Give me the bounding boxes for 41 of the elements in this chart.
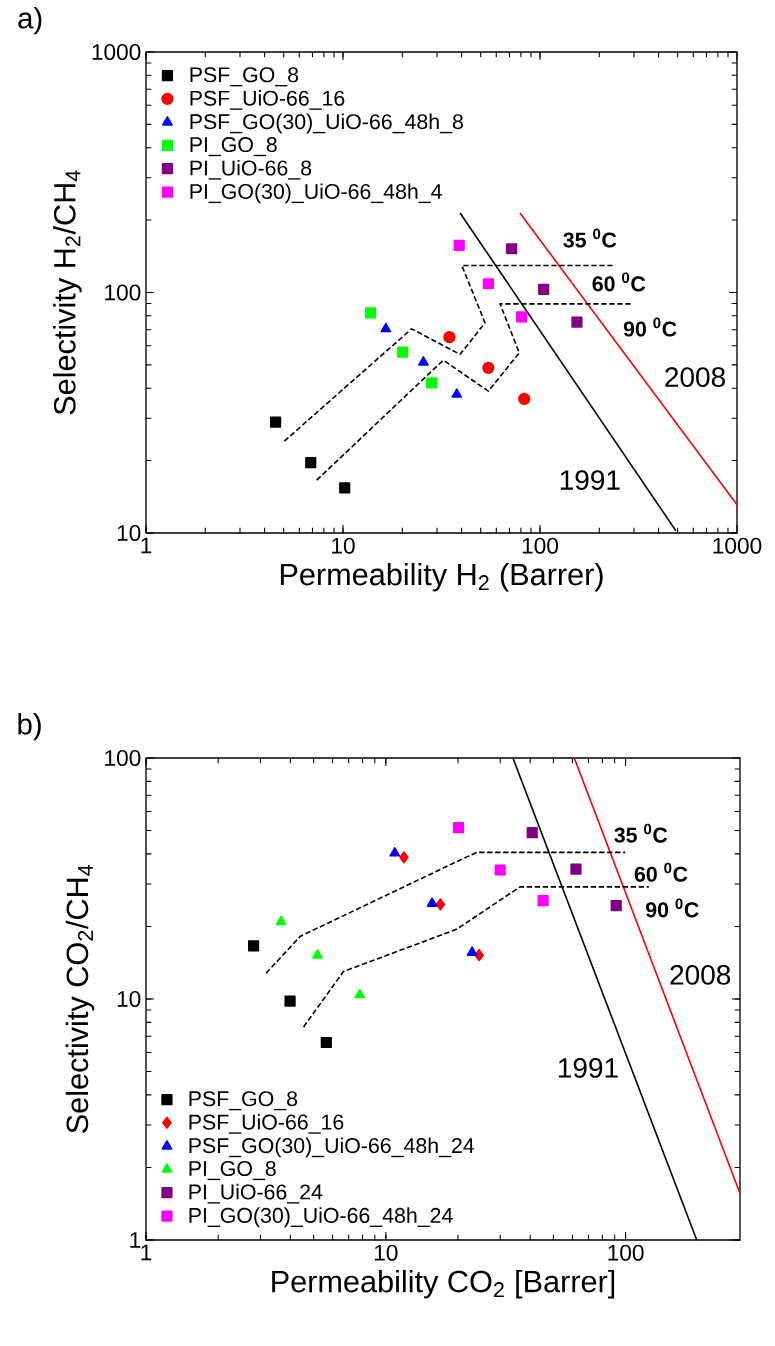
annotation: 2008 <box>665 367 725 388</box>
y-tick-label: 10 <box>117 524 141 542</box>
annotation: 2008 <box>670 964 731 985</box>
y-axis-title: Selectivity H$_{2}$/CH$_{4}$ <box>53 170 82 415</box>
y-axis-title: Selectivity CO$_{2}$/CH$_{4}$ <box>65 864 95 1133</box>
legend-label: PI_GO(30)_UiO-66_48h_4 <box>190 183 442 204</box>
y-tick-label: 100 <box>105 284 141 301</box>
annotation: 35 $^{0}$C <box>614 823 668 843</box>
text: a) <box>18 7 42 35</box>
legend-label: PSF_GO(30)_UiO-66_48h_8 <box>190 113 463 134</box>
x-axis-title: Permeability CO$_{2}$ [Barrer] <box>272 1269 615 1299</box>
x-tick-label: 1 <box>141 1244 152 1261</box>
legend-label: PI_UiO-66_24 <box>189 1183 323 1204</box>
x-tick-label: 1000 <box>713 537 762 554</box>
x-tick-label: 10 <box>374 1244 398 1261</box>
legend-label: PSF_UiO-66_16 <box>190 90 345 110</box>
legend-label: PI_GO(30)_UiO-66_48h_24 <box>189 1207 453 1228</box>
x-tick-label: 1 <box>141 537 152 554</box>
y-tick-label: 1 <box>130 1232 141 1248</box>
legend-label: PSF_GO_8 <box>189 1091 298 1111</box>
x-tick-label: 10 <box>332 537 355 554</box>
y-tick-label: 10 <box>117 990 141 1008</box>
legend-label: PSF_UiO-66_16 <box>189 1114 344 1134</box>
legend-label: PI_GO_8 <box>189 1160 276 1181</box>
x-tick-label: 100 <box>522 537 559 554</box>
annotation: 1991 <box>560 470 620 490</box>
y-tick-label: 1000 <box>92 43 141 61</box>
legend-label: PI_GO_8 <box>190 137 277 157</box>
x-axis-title: Permeability H$_{2}$ (Barrer) <box>280 562 603 592</box>
annotation: 1991 <box>558 1058 618 1078</box>
annotation: 35 $^{0}$C <box>563 228 617 248</box>
annotation: 60 $^{0}$C <box>634 862 688 882</box>
x-tick-label: 100 <box>608 1244 644 1261</box>
annotation: 90 $^{0}$C <box>623 317 677 337</box>
annotation: 90 $^{0}$C <box>646 898 699 918</box>
y-tick-label: 100 <box>105 749 141 767</box>
legend-label: PSF_GO_8 <box>190 67 299 87</box>
annotation: 60 $^{0}$C <box>592 272 646 292</box>
text: b) <box>18 712 41 741</box>
legend-label: PI_UiO-66_8 <box>190 159 312 180</box>
legend-label: PSF_GO(30)_UiO-66_48h_24 <box>189 1137 475 1158</box>
